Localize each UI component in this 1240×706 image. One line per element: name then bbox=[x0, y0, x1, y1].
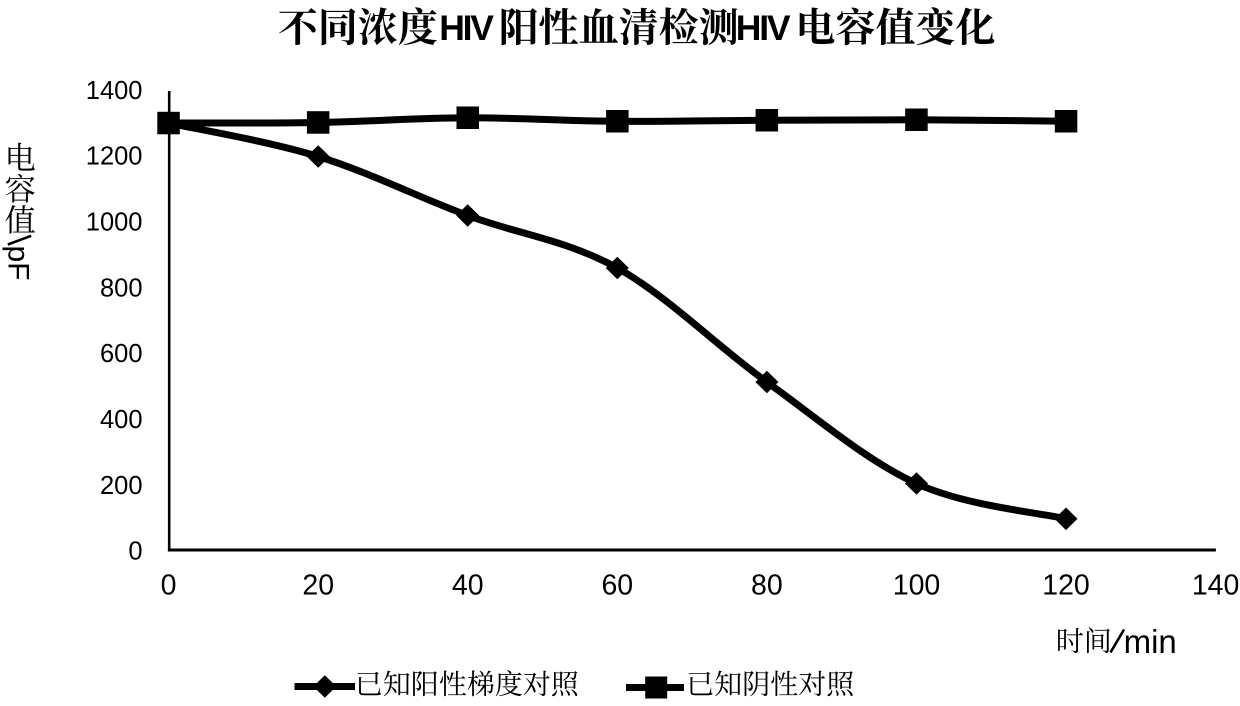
svg-text:400: 400 bbox=[100, 406, 143, 434]
svg-text:1000: 1000 bbox=[86, 209, 143, 237]
svg-text:120: 120 bbox=[1042, 570, 1090, 602]
svg-text:HIV: HIV bbox=[439, 8, 494, 48]
svg-text:60: 60 bbox=[601, 570, 633, 602]
svg-text:1200: 1200 bbox=[86, 143, 143, 171]
svg-text:0: 0 bbox=[128, 538, 142, 566]
svg-text:min: min bbox=[1124, 623, 1177, 660]
svg-text:100: 100 bbox=[893, 570, 941, 602]
svg-text:800: 800 bbox=[100, 274, 143, 302]
svg-text:20: 20 bbox=[302, 570, 334, 602]
svg-text:pF: pF bbox=[2, 246, 35, 281]
svg-text:200: 200 bbox=[100, 472, 143, 500]
svg-text:140: 140 bbox=[1192, 570, 1240, 602]
svg-text:80: 80 bbox=[751, 570, 783, 602]
svg-text:40: 40 bbox=[452, 570, 484, 602]
svg-text:HIV: HIV bbox=[736, 8, 791, 48]
svg-text:0: 0 bbox=[161, 570, 177, 602]
svg-text:1400: 1400 bbox=[86, 77, 143, 105]
svg-text:600: 600 bbox=[100, 340, 143, 368]
